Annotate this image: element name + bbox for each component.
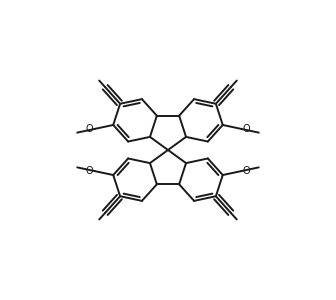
Text: O: O <box>86 124 93 134</box>
Text: O: O <box>243 166 250 176</box>
Text: O: O <box>243 124 250 134</box>
Text: O: O <box>86 166 93 176</box>
